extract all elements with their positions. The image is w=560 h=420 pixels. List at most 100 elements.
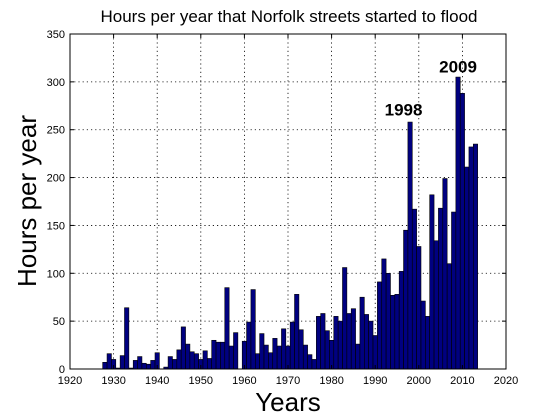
bar	[215, 341, 221, 370]
bar	[193, 353, 199, 370]
y-tick-label: 0	[59, 364, 65, 376]
bar	[272, 338, 278, 370]
bar	[150, 360, 156, 370]
bar	[425, 316, 430, 370]
bar	[446, 263, 452, 370]
bar	[233, 332, 239, 370]
x-tick-label: 1970	[276, 375, 300, 387]
y-tick-label: 250	[47, 125, 65, 137]
bar	[250, 289, 256, 370]
y-tick-label: 100	[47, 268, 65, 280]
bar	[442, 178, 448, 370]
bar	[390, 294, 396, 370]
x-tick-label: 1950	[189, 375, 213, 387]
bar	[172, 359, 178, 370]
x-tick-label: 1930	[101, 375, 125, 387]
x-tick-label: 1990	[363, 375, 387, 387]
bar	[307, 354, 313, 370]
bar	[302, 344, 308, 370]
bar	[146, 363, 151, 370]
bar	[429, 194, 435, 370]
bar	[263, 344, 269, 370]
bar	[368, 320, 374, 370]
x-tick-label: 1980	[319, 375, 343, 387]
x-tick-label: 1940	[145, 375, 169, 387]
bar	[294, 294, 300, 370]
bar	[320, 313, 326, 370]
bar	[459, 93, 465, 370]
peak-annotation: 2009	[439, 57, 477, 76]
y-tick-label: 200	[47, 173, 65, 185]
bar	[350, 308, 356, 370]
x-tick-label: 2020	[494, 375, 518, 387]
bar	[246, 321, 252, 370]
bar	[132, 360, 138, 370]
bar	[211, 339, 217, 370]
annotation-layer: 1998 2009	[385, 57, 477, 119]
bar	[394, 294, 400, 370]
bar	[176, 349, 182, 370]
bar	[363, 314, 369, 370]
bar	[202, 350, 208, 370]
bar	[342, 267, 348, 370]
bar	[311, 359, 317, 370]
bar	[106, 353, 112, 370]
ticks-layer: 1920 1930 1940 1950 1960 1970 1980 1990 2000 2010…	[47, 29, 519, 387]
x-tick-label: 2010	[450, 375, 474, 387]
bar	[451, 211, 457, 370]
bar	[337, 320, 343, 370]
bar	[316, 316, 321, 370]
bar	[207, 358, 212, 370]
bar	[420, 300, 426, 370]
bar	[381, 258, 387, 370]
bar	[255, 353, 260, 370]
x-axis-label: Years	[255, 387, 321, 417]
y-tick-label: 150	[47, 220, 65, 232]
bar	[228, 345, 234, 370]
chart-title: Hours per year that Norfolk streets star…	[100, 7, 477, 26]
bar	[433, 240, 439, 370]
bar	[224, 287, 230, 370]
bar	[124, 307, 130, 370]
x-tick-label: 1920	[58, 375, 82, 387]
bar	[411, 208, 417, 370]
bar	[468, 146, 474, 370]
bar	[385, 272, 391, 370]
bar	[281, 328, 287, 370]
bar	[298, 329, 304, 370]
bar	[289, 321, 295, 370]
bar	[324, 330, 330, 370]
x-tick-label: 2000	[407, 375, 431, 387]
bar	[102, 361, 108, 370]
bar	[167, 356, 173, 370]
peak-annotation: 1998	[385, 100, 423, 119]
bar	[268, 352, 274, 370]
bar	[455, 76, 461, 370]
bar	[346, 313, 352, 370]
bar	[464, 166, 470, 370]
y-tick-label: 50	[53, 316, 65, 328]
bar	[359, 296, 365, 370]
bar	[403, 229, 409, 370]
x-tick-label: 1960	[232, 375, 256, 387]
bar	[189, 351, 195, 370]
bar	[185, 343, 191, 370]
bar	[407, 121, 413, 370]
bar	[276, 345, 282, 370]
bar	[141, 362, 147, 370]
bar	[137, 356, 143, 370]
bar	[259, 333, 265, 370]
y-tick-label: 350	[47, 29, 65, 41]
bar	[333, 316, 339, 370]
bar	[372, 335, 378, 370]
bar	[398, 271, 404, 370]
y-axis-label: Hours per year	[12, 115, 42, 287]
bar	[472, 143, 478, 370]
bar	[438, 207, 444, 370]
bar	[329, 339, 335, 370]
bar	[180, 326, 186, 370]
bar	[220, 341, 226, 370]
bar	[241, 340, 247, 370]
